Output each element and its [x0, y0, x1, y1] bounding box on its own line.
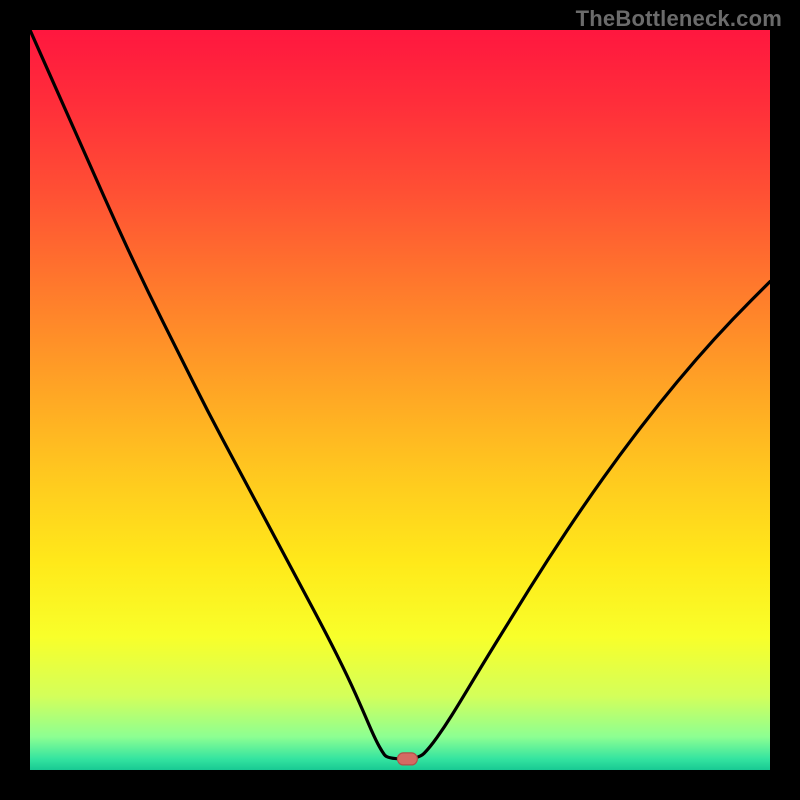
bottleneck-chart — [30, 30, 770, 770]
chart-canvas — [30, 30, 770, 770]
gradient-background — [30, 30, 770, 770]
optimum-marker — [397, 753, 417, 765]
watermark-text: TheBottleneck.com — [576, 6, 782, 32]
